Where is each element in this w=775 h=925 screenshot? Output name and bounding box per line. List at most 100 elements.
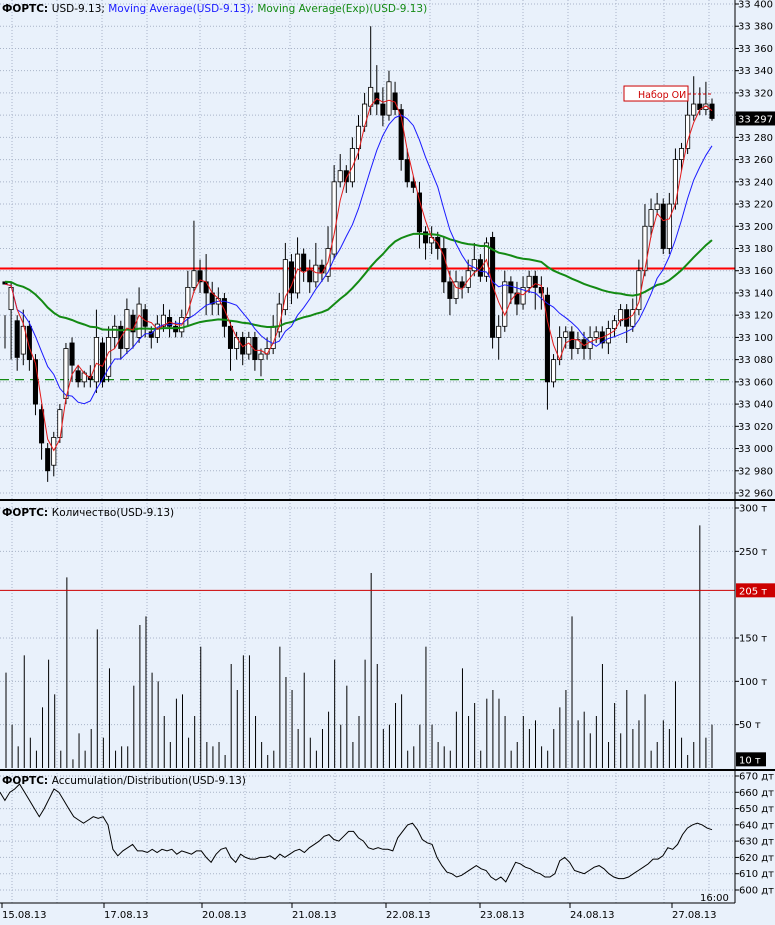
price-panel-title-part: Moving Average(USD-9.13); [108,3,257,15]
candle-body [93,337,99,383]
candle-body [112,325,118,338]
candle-body [636,270,642,311]
candle-body [520,286,526,305]
volume-axis-label: 250 т [739,547,767,558]
candle-body [307,270,313,283]
candle-body [258,353,264,361]
price-axis-label: 33 020 [738,422,773,433]
ad-axis-label: 650 дт [739,804,774,815]
time-axis-label: 24.08.13 [570,910,615,921]
annotation-label: Набор ОИ [638,90,686,101]
candle-body [630,309,636,327]
price-axis-label: 33 180 [738,244,773,255]
candle-body [337,170,343,183]
candle-body [75,370,81,383]
candle-body [69,342,75,366]
ad-panel-title-prefix: ФОРТС: [2,775,52,787]
candle-body [404,159,410,183]
price-axis-label: 32 960 [738,489,773,500]
volume-level-tag [736,583,775,598]
price-axis-label: 32 980 [738,466,773,477]
fast-moving-average-line [4,97,713,452]
volume-panel-title: ФОРТС: Количество(USD-9.13) [2,507,174,519]
price-axis-label: 33 320 [738,88,773,99]
price-axis-label: 33 340 [738,66,773,77]
candle-body [197,270,203,283]
candle-body [355,125,362,149]
candle-body [136,303,142,338]
ad-axis-label: 620 дт [739,853,774,864]
candle-body [465,270,471,288]
price-axis-label: 33 240 [738,177,773,188]
price-axis-label: 33 380 [738,22,773,33]
candle-body [508,281,514,294]
candle-body [678,148,685,160]
candle-body [32,359,39,405]
candle-body [447,281,453,299]
price-axis-label: 33 260 [738,155,773,166]
price-axis-label: 33 040 [738,400,773,411]
volume-last-tag [736,752,766,767]
candle-body [453,281,459,299]
volume-axis-label: 150 т [739,634,767,645]
ad-axis-label: 660 дт [739,788,774,799]
volume-panel-title-prefix: ФОРТС: [2,507,52,519]
pane-background-2 [0,770,775,903]
candle-body [301,253,307,272]
candle-body [666,203,672,249]
candle-body [45,448,51,472]
candle-body [593,331,599,338]
candle-body [191,270,197,288]
candle-body [423,231,429,244]
candle-body [26,325,32,361]
ad-panel-title-text: Accumulation/Distribution(USD-9.13) [52,775,246,787]
volume-axis-label: 50 т [739,720,761,731]
candle-body [148,331,154,338]
last-price-tag [736,111,775,126]
ad-line [0,783,713,883]
volume-axis-label: 300 т [739,504,767,515]
time-axis-current-label: 16:00 [700,893,729,904]
ad-axis-label: 630 дт [739,837,774,848]
candle-body [380,103,386,116]
candle-body [551,359,557,383]
time-axis-label: 23.08.13 [480,910,525,921]
candle-body [319,264,325,274]
price-axis-label: 33 360 [738,44,773,55]
candle-body [459,281,465,288]
candle-body [288,261,294,294]
price-axis-label: 33 280 [738,133,773,144]
candle-body [490,236,496,338]
candle-body [221,298,227,327]
price-axis-label: 33 100 [738,333,773,344]
time-axis-label: 15.08.13 [2,910,47,921]
volume-level-label: 205 т [739,586,767,597]
candle-body [526,275,532,288]
candle-body [648,209,654,227]
candle-body [496,325,502,338]
volume-panel-title-text: Количество(USD-9.13) [52,507,174,519]
ad-axis-label: 670 дт [739,772,774,783]
candle-body [691,103,697,116]
candle-body [642,225,648,272]
price-panel-title-prefix: ФОРТС: [2,3,52,15]
time-axis-label: 22.08.13 [386,910,431,921]
candle-body [20,325,26,355]
price-axis-label: 33 160 [738,266,773,277]
candle-body [502,281,508,327]
candle-body [154,323,160,338]
candle-body [130,314,136,333]
price-axis-label: 33 060 [738,377,773,388]
candle-body [654,203,660,211]
ad-panel-title: ФОРТС: Accumulation/Distribution(USD-9.1… [2,775,246,787]
candle-body [611,320,618,329]
candle-body [331,181,337,255]
candle-body [160,314,166,327]
candle-body [660,203,666,249]
candle-body [563,331,569,338]
time-axis-label: 17.08.13 [104,910,149,921]
price-axis-label: 33 220 [738,200,773,211]
time-axis-label: 21.08.13 [292,910,337,921]
price-axis-label: 33 080 [738,355,773,366]
candle-body [477,259,483,277]
